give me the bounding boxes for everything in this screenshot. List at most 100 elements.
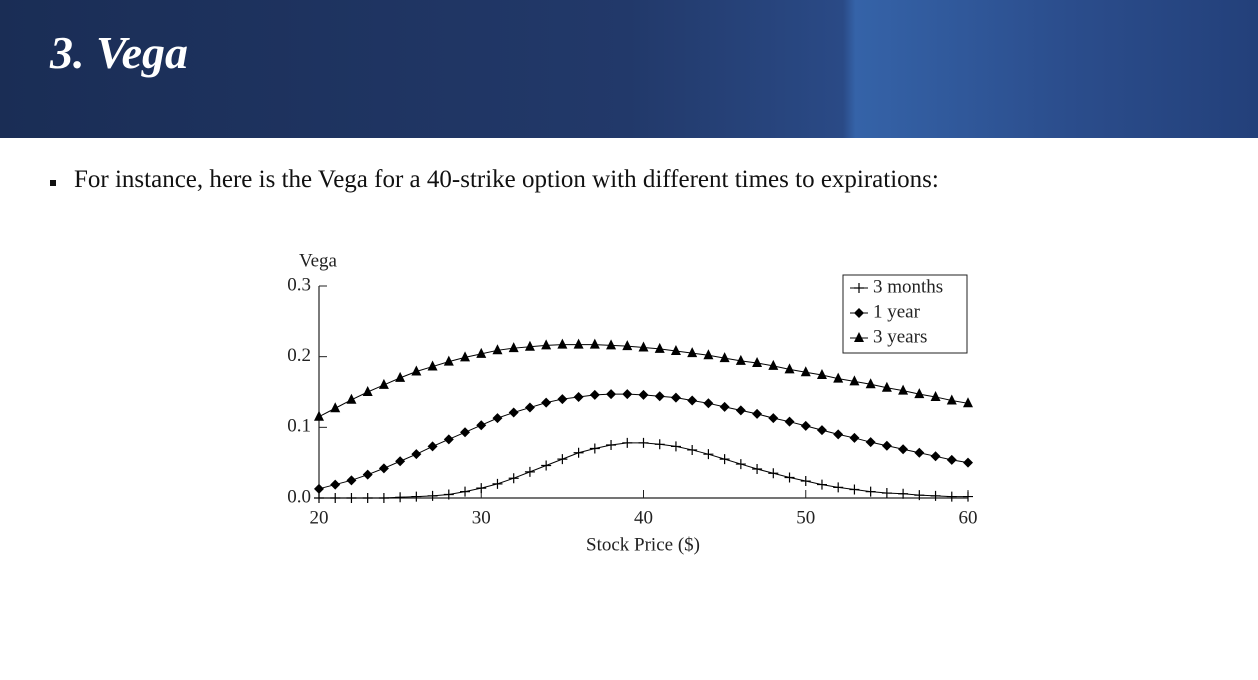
marker-diamond bbox=[670, 392, 681, 403]
marker-diamond bbox=[362, 469, 373, 480]
marker-diamond bbox=[314, 483, 324, 494]
marker-plus bbox=[346, 493, 357, 503]
marker-triangle bbox=[687, 347, 698, 358]
marker-triangle bbox=[800, 366, 811, 377]
y-tick-label: 0.2 bbox=[287, 345, 311, 366]
marker-triangle bbox=[508, 342, 519, 353]
marker-triangle bbox=[849, 375, 860, 386]
marker-diamond bbox=[854, 308, 864, 318]
marker-triangle bbox=[914, 388, 925, 399]
marker-triangle bbox=[541, 339, 552, 350]
marker-plus bbox=[508, 473, 519, 484]
marker-diamond bbox=[703, 398, 714, 409]
marker-plus bbox=[930, 490, 941, 501]
marker-plus bbox=[573, 447, 584, 458]
marker-triangle bbox=[330, 402, 341, 413]
marker-triangle bbox=[946, 394, 957, 405]
marker-triangle bbox=[314, 410, 324, 421]
marker-plus bbox=[784, 472, 795, 483]
marker-diamond bbox=[622, 389, 633, 400]
marker-diamond bbox=[395, 456, 406, 467]
marker-diamond bbox=[768, 413, 779, 424]
marker-triangle bbox=[638, 341, 649, 352]
marker-diamond bbox=[914, 447, 925, 458]
marker-plus bbox=[865, 486, 876, 497]
marker-triangle bbox=[654, 342, 665, 353]
marker-diamond bbox=[800, 420, 811, 431]
marker-triangle bbox=[752, 357, 763, 368]
marker-triangle bbox=[411, 365, 422, 376]
marker-triangle bbox=[719, 352, 730, 363]
marker-diamond bbox=[476, 420, 487, 431]
x-axis-label: Stock Price ($) bbox=[586, 534, 700, 555]
marker-diamond bbox=[849, 432, 860, 443]
marker-triangle bbox=[703, 349, 714, 360]
marker-plus bbox=[378, 493, 389, 503]
marker-triangle bbox=[378, 378, 389, 389]
marker-plus bbox=[719, 454, 730, 465]
marker-diamond bbox=[946, 454, 957, 465]
marker-triangle bbox=[606, 339, 617, 350]
legend-label: 1 year bbox=[873, 301, 921, 322]
header-band: 3. Vega bbox=[0, 0, 1258, 138]
marker-plus bbox=[849, 484, 860, 495]
y-tick-label: 0.3 bbox=[287, 274, 311, 295]
marker-plus bbox=[752, 464, 763, 475]
y-tick-label: 0.1 bbox=[287, 416, 311, 437]
marker-plus bbox=[898, 488, 909, 499]
marker-diamond bbox=[573, 391, 584, 402]
marker-diamond bbox=[378, 463, 389, 474]
marker-triangle bbox=[833, 372, 844, 383]
marker-plus bbox=[557, 454, 568, 465]
x-tick-label: 20 bbox=[310, 507, 329, 528]
marker-plus bbox=[638, 437, 649, 448]
marker-triangle bbox=[784, 363, 795, 374]
marker-diamond bbox=[654, 391, 665, 402]
marker-triangle bbox=[492, 344, 503, 355]
marker-triangle bbox=[930, 390, 941, 401]
marker-triangle bbox=[362, 386, 373, 396]
marker-triangle bbox=[963, 397, 973, 408]
marker-plus bbox=[395, 492, 406, 503]
x-tick-label: 60 bbox=[959, 507, 978, 528]
marker-plus bbox=[946, 491, 957, 502]
marker-triangle bbox=[670, 345, 681, 356]
marker-plus bbox=[622, 437, 633, 448]
marker-diamond bbox=[719, 401, 730, 412]
marker-triangle bbox=[768, 359, 779, 370]
marker-plus bbox=[314, 493, 324, 503]
marker-diamond bbox=[427, 441, 438, 452]
marker-triangle bbox=[735, 354, 746, 365]
legend-label: 3 months bbox=[873, 276, 943, 297]
marker-plus bbox=[833, 482, 844, 493]
marker-diamond bbox=[784, 416, 795, 427]
x-tick-label: 40 bbox=[634, 507, 653, 528]
marker-triangle bbox=[443, 355, 454, 366]
marker-diamond bbox=[589, 389, 600, 400]
x-tick-label: 30 bbox=[472, 507, 491, 528]
marker-plus bbox=[816, 479, 827, 490]
marker-diamond bbox=[346, 475, 357, 486]
marker-plus bbox=[330, 493, 341, 503]
marker-diamond bbox=[865, 437, 876, 448]
marker-triangle bbox=[395, 371, 406, 382]
marker-plus bbox=[443, 489, 454, 500]
marker-plus bbox=[800, 476, 811, 487]
marker-diamond bbox=[735, 405, 746, 416]
marker-diamond bbox=[930, 451, 941, 462]
marker-triangle bbox=[881, 381, 892, 392]
marker-diamond bbox=[508, 407, 519, 418]
marker-diamond bbox=[606, 389, 617, 400]
marker-triangle bbox=[460, 351, 471, 362]
marker-plus bbox=[687, 444, 698, 455]
marker-triangle bbox=[622, 340, 633, 351]
marker-plus bbox=[476, 483, 487, 494]
marker-diamond bbox=[752, 408, 763, 419]
marker-triangle bbox=[854, 332, 864, 342]
x-tick-label: 50 bbox=[796, 507, 815, 528]
marker-plus bbox=[492, 478, 503, 489]
marker-plus bbox=[524, 466, 535, 477]
legend-label: 3 years bbox=[873, 326, 927, 347]
